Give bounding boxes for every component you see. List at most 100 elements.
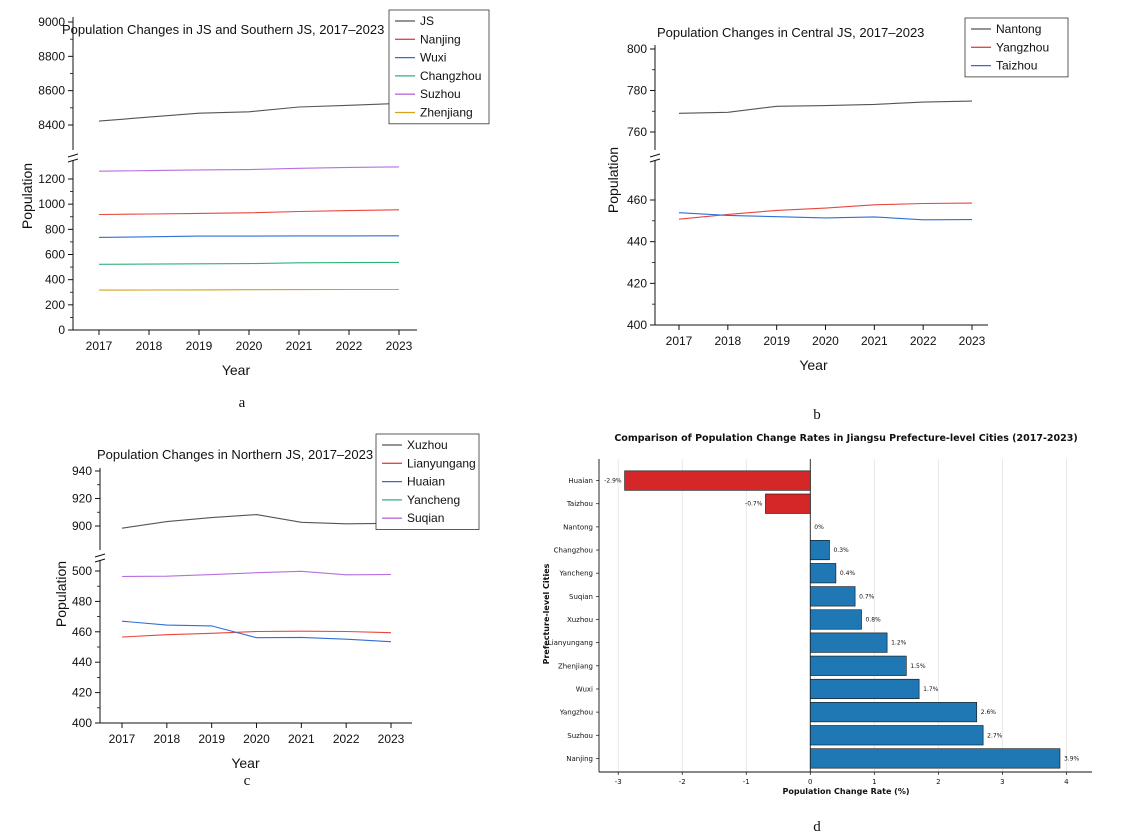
chart-a-y-tick-upper-8800: 8800 <box>38 49 65 63</box>
chart-c-y-tick-upper-900: 900 <box>72 519 92 533</box>
chart-a-x-tick-2023: 2023 <box>386 339 413 353</box>
chart-b-x-tick-2018: 2018 <box>714 334 741 348</box>
chart-b-axis-break-mark <box>649 158 661 163</box>
chart-a-y-tick-lower-600: 600 <box>45 248 65 262</box>
chart-c-legend-xuzhou: Xuzhou <box>407 438 448 452</box>
chart-d-data-label-suqian: 0.7% <box>859 593 875 600</box>
chart-b-axis-break-mark <box>649 153 661 158</box>
chart-b-series-taizhou-line <box>678 212 973 221</box>
chart-d-category-wuxi: Wuxi <box>576 685 593 693</box>
chart-a-y-tick-lower-0: 0 <box>58 323 65 337</box>
chart-d-category-lianyungang: Lianyungang <box>548 639 593 647</box>
chart-d-data-label-suzhou: 2.7% <box>987 732 1003 739</box>
chart-a-y-tick-lower-1000: 1000 <box>38 197 65 211</box>
chart-d-bar-yancheng <box>809 563 837 584</box>
chart-d-bar-zhenjiang <box>809 655 907 676</box>
chart-d-bar-taizhou <box>765 493 811 514</box>
chart-d-bar-suzhou <box>809 725 984 746</box>
chart-c-series-lianyungang-line <box>121 630 392 638</box>
chart-c-legend-lianyungang: Lianyungang <box>407 456 476 470</box>
chart-b-y-tick-lower-460: 460 <box>627 193 647 207</box>
chart-b-y-tick-lower-400: 400 <box>627 318 647 332</box>
chart-c-axis-break-mark <box>94 558 106 563</box>
chart-d-category-yancheng: Yancheng <box>558 570 593 578</box>
chart-d-bar-huaian <box>624 470 811 491</box>
chart-b-x-tick-2017: 2017 <box>666 334 693 348</box>
chart-a-x-tick-2021: 2021 <box>286 339 313 353</box>
chart-a-axis-break-mark <box>67 153 79 158</box>
chart-c-legend-yancheng: Yancheng <box>407 493 460 507</box>
chart-c-y-tick-lower-440: 440 <box>72 655 92 669</box>
chart-d-x-axis-label: Population Change Rate (%) <box>783 787 910 796</box>
chart-a-x-tick-2022: 2022 <box>336 339 363 353</box>
chart-c-x-axis-label: Year <box>231 755 260 771</box>
chart-d-x-tick-2: -2 <box>679 778 686 786</box>
chart-a-y-tick-upper-8600: 8600 <box>38 84 65 98</box>
chart-c-x-tick-2017: 2017 <box>109 732 136 746</box>
chart-a-y-axis-label: Population <box>19 163 35 229</box>
chart-c-y-tick-lower-480: 480 <box>72 594 92 608</box>
chart-d-data-label-changzhou: 0.3% <box>833 547 849 554</box>
chart-d-x-tick-3: 3 <box>1000 778 1004 786</box>
chart-c-y-tick-lower-460: 460 <box>72 625 92 639</box>
chart-a-series-nanjing-line <box>98 209 400 216</box>
chart-d-data-label-nanjing: 3.9% <box>1064 755 1080 762</box>
chart-d-x-tick-0: 0 <box>808 778 812 786</box>
chart-d-category-suzhou: Suzhou <box>567 732 593 740</box>
chart-c-title: Population Changes in Northern JS, 2017–… <box>97 447 373 462</box>
chart-a-legend-nanjing: Nanjing <box>420 32 461 46</box>
chart-d-category-taizhou: Taizhou <box>566 500 593 508</box>
chart-b-y-tick-upper-760: 760 <box>627 125 647 139</box>
chart-d-y-axis-label: Prefecture-level Cities <box>542 563 551 664</box>
chart-d-bar-xuzhou <box>809 609 862 630</box>
chart-a-legend-js: JS <box>420 14 434 28</box>
chart-a-y-tick-lower-800: 800 <box>45 222 65 236</box>
chart-c-legend-huaian: Huaian <box>407 475 445 489</box>
chart-c-y-tick-lower-420: 420 <box>72 686 92 700</box>
chart-b-x-tick-2020: 2020 <box>812 334 839 348</box>
chart-b-x-tick-2021: 2021 <box>861 334 888 348</box>
chart-d-bar-wuxi <box>809 678 920 700</box>
chart-a-legend-changzhou: Changzhou <box>420 69 481 83</box>
chart-b-legend-nantong: Nantong <box>996 22 1041 36</box>
chart-d-data-label-zhenjiang: 1.5% <box>910 663 926 670</box>
chart-a-series-suzhou-line <box>98 166 400 172</box>
chart-a-legend-wuxi: Wuxi <box>420 51 446 65</box>
chart-b-y-tick-upper-780: 780 <box>627 84 647 98</box>
chart-d-data-label-wuxi: 1.7% <box>923 686 939 693</box>
chart-d-data-label-taizhou: -0.7% <box>745 501 763 508</box>
chart-a-legend-suzhou: Suzhou <box>420 87 461 101</box>
chart-b-legend-taizhou: Taizhou <box>996 59 1037 73</box>
caption-c: c <box>244 773 251 789</box>
chart-a-series-zhenjiang-line <box>98 288 399 291</box>
chart-d-category-changzhou: Changzhou <box>554 547 593 555</box>
chart-d-category-yangzhou: Yangzhou <box>559 709 593 717</box>
chart-d-data-label-lianyungang: 1.2% <box>891 640 907 647</box>
caption-a: a <box>239 395 246 411</box>
chart-b-x-tick-2022: 2022 <box>910 334 937 348</box>
chart-b-y-tick-lower-420: 420 <box>627 276 647 290</box>
chart-d-bar-yangzhou <box>809 702 978 723</box>
chart-c-legend-suqian: Suqian <box>407 511 444 525</box>
chart-b-series-yangzhou-line <box>678 202 973 220</box>
chart-d-x-tick-3: -3 <box>615 778 622 786</box>
chart-a-x-tick-2017: 2017 <box>86 339 113 353</box>
chart-d-x-tick-2: 2 <box>936 778 940 786</box>
chart-d-data-label-yangzhou: 2.6% <box>981 709 997 716</box>
chart-d-x-tick-4: 4 <box>1064 778 1069 786</box>
chart-a-series-wuxi-line <box>98 235 400 238</box>
chart-a-title: Population Changes in JS and Southern JS… <box>62 22 384 37</box>
chart-a-series-changzhou-line <box>98 261 400 265</box>
chart-d-data-label-xuzhou: 0.8% <box>866 617 882 624</box>
chart-c-y-tick-upper-940: 940 <box>72 464 92 478</box>
chart-d-category-huaian: Huaian <box>568 477 593 485</box>
chart-d-data-label-nantong: 0% <box>814 524 824 531</box>
chart-a-y-tick-lower-200: 200 <box>45 298 65 312</box>
chart-d-category-xuzhou: Xuzhou <box>567 616 593 624</box>
chart-c-series-xuzhou-line <box>121 514 392 529</box>
chart-b-y-tick-upper-800: 800 <box>627 42 647 56</box>
chart-a-x-tick-2020: 2020 <box>236 339 263 353</box>
chart-a-y-tick-upper-8400: 8400 <box>38 118 65 132</box>
chart-c-x-tick-2023: 2023 <box>378 732 405 746</box>
